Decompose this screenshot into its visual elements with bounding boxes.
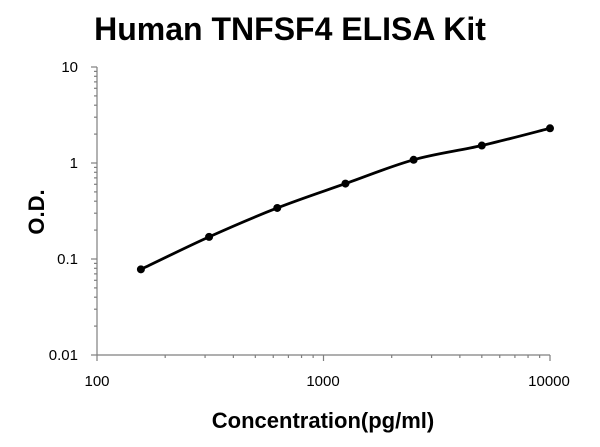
- y-tick-label-10: 10: [61, 59, 78, 76]
- x-axis-label: Concentration(pg/ml): [212, 408, 434, 433]
- x-tick-label-100: 100: [84, 373, 109, 390]
- standard-curve-line: [140, 126, 551, 271]
- y-axis-label: O.D.: [24, 189, 49, 234]
- x-ticks: [96, 355, 551, 361]
- data-point: [477, 141, 486, 150]
- chart-title: Human TNFSF4 ELISA Kit: [94, 11, 486, 47]
- y-tick-label-0.01: 0.01: [49, 347, 78, 364]
- data-point: [341, 179, 350, 188]
- data-point: [273, 203, 282, 212]
- data-point: [205, 232, 214, 241]
- y-ticks: [91, 66, 97, 356]
- y-tick-label-0.1: 0.1: [57, 251, 78, 268]
- data-point: [136, 265, 145, 274]
- data-point: [546, 124, 554, 133]
- data-point: [409, 155, 418, 164]
- data-points: [136, 124, 554, 274]
- x-tick-label-1000: 1000: [306, 373, 339, 390]
- y-tick-label-1: 1: [70, 155, 78, 172]
- x-tick-label-10000: 10000: [528, 373, 570, 390]
